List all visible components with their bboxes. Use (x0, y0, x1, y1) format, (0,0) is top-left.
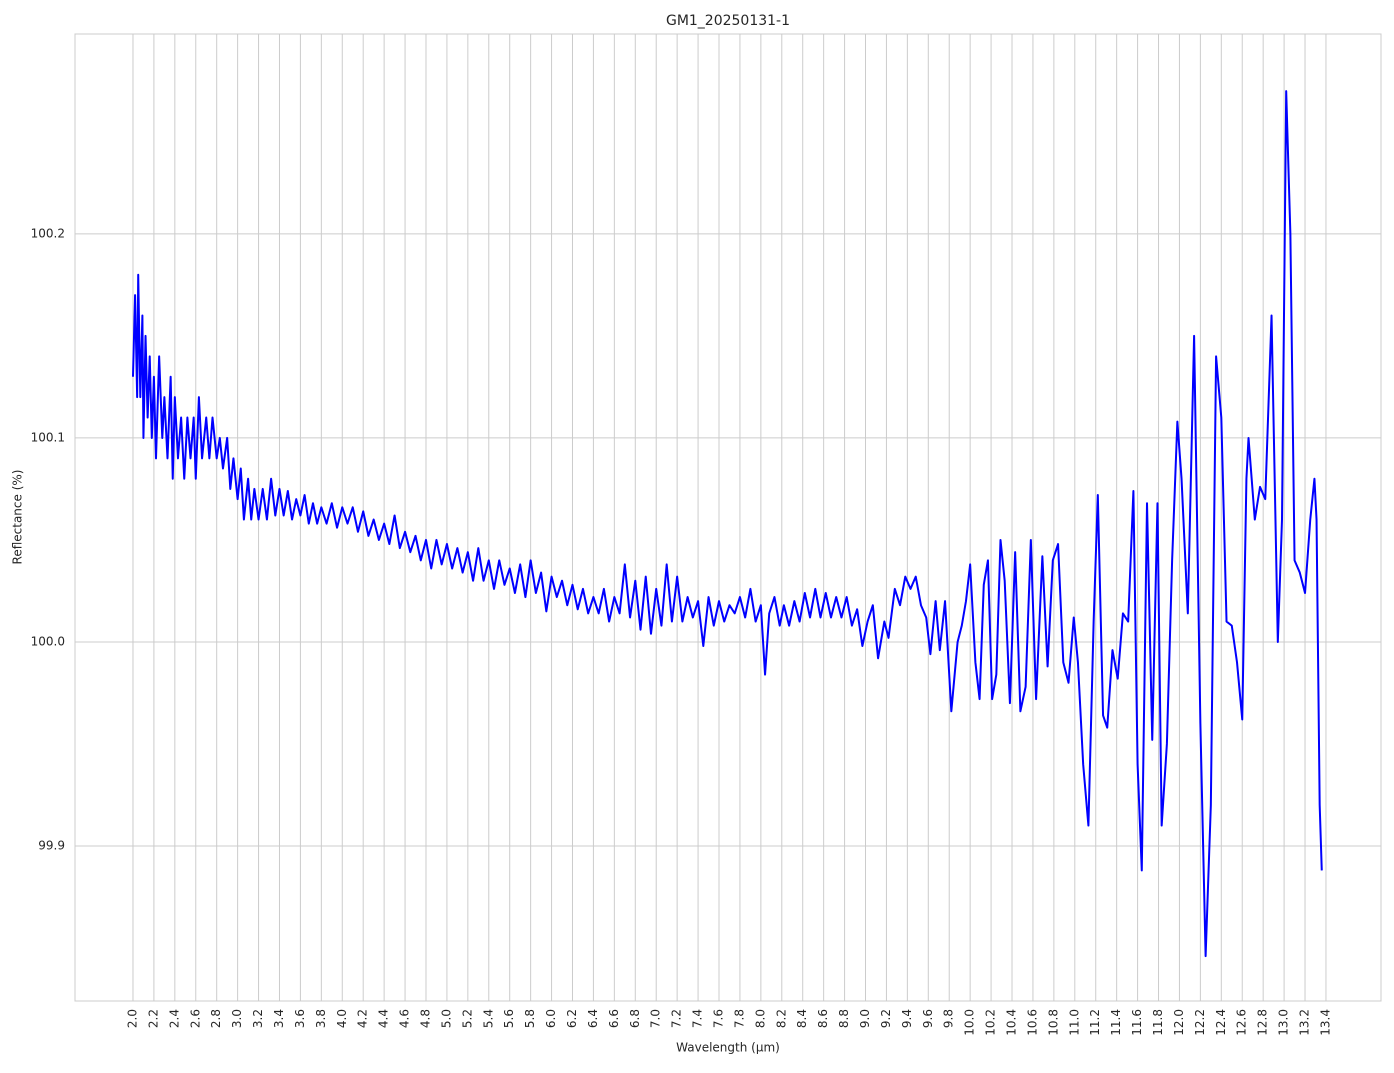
x-tick-label: 11.6 (1130, 1009, 1144, 1036)
x-tick-label: 3.2 (251, 1009, 265, 1028)
x-tick-label: 4.2 (356, 1009, 370, 1028)
y-axis-label: Reflectance (%) (11, 470, 25, 565)
plot-area (74, 33, 1382, 1002)
x-tick-label: 7.2 (670, 1009, 684, 1028)
x-tick-label: 9.4 (900, 1009, 914, 1028)
x-tick-label: 10.0 (963, 1009, 977, 1036)
x-tick-label: 8.8 (837, 1009, 851, 1028)
x-tick-label: 4.4 (377, 1009, 391, 1028)
x-tick-label: 2.4 (167, 1009, 181, 1028)
x-tick-label: 6.0 (544, 1009, 558, 1028)
x-tick-label: 3.8 (314, 1009, 328, 1028)
x-tick-label: 8.6 (816, 1009, 830, 1028)
x-tick-label: 5.4 (481, 1009, 495, 1028)
x-tick-label: 8.0 (753, 1009, 767, 1028)
x-tick-label: 2.8 (209, 1009, 223, 1028)
x-tick-label: 5.8 (523, 1009, 537, 1028)
y-tick-label: 100.2 (31, 226, 65, 240)
x-tick-label: 2.6 (188, 1009, 202, 1028)
x-tick-label: 5.2 (460, 1009, 474, 1028)
x-tick-label: 9.2 (879, 1009, 893, 1028)
x-tick-label: 12.2 (1193, 1009, 1207, 1036)
x-tick-label: 6.4 (586, 1009, 600, 1028)
x-tick-label: 11.4 (1109, 1009, 1123, 1036)
y-tick-label: 100.1 (31, 430, 65, 444)
x-tick-label: 11.2 (1088, 1009, 1102, 1036)
x-axis-label: Wavelength (µm) (676, 1041, 780, 1055)
x-tick-label: 4.0 (335, 1009, 349, 1028)
x-tick-label: 6.6 (607, 1009, 621, 1028)
data-line (131, 90, 1323, 958)
y-tick-label: 100.0 (31, 634, 65, 648)
x-tick-label: 13.0 (1277, 1009, 1291, 1036)
x-tick-label: 8.2 (774, 1009, 788, 1028)
x-tick-label: 10.2 (984, 1009, 998, 1036)
x-tick-label: 11.0 (1067, 1009, 1081, 1036)
x-tick-label: 12.4 (1214, 1009, 1228, 1036)
x-tick-label: 10.4 (1005, 1009, 1019, 1036)
x-tick-label: 3.6 (293, 1009, 307, 1028)
x-tick-label: 12.8 (1256, 1009, 1270, 1036)
x-tick-label: 6.2 (565, 1009, 579, 1028)
x-tick-label: 4.8 (418, 1009, 432, 1028)
x-tick-label: 12.6 (1235, 1009, 1249, 1036)
x-tick-label: 13.4 (1318, 1009, 1332, 1036)
x-tick-label: 7.0 (649, 1009, 663, 1028)
x-tick-label: 12.0 (1172, 1009, 1186, 1036)
x-tick-label: 5.6 (502, 1009, 516, 1028)
x-tick-label: 9.6 (921, 1009, 935, 1028)
x-tick-label: 7.8 (732, 1009, 746, 1028)
x-tick-label: 5.0 (439, 1009, 453, 1028)
x-tick-label: 11.8 (1151, 1009, 1165, 1036)
x-tick-label: 8.4 (795, 1009, 809, 1028)
x-tick-label: 9.0 (858, 1009, 872, 1028)
x-tick-label: 3.0 (230, 1009, 244, 1028)
x-tick-label: 2.2 (146, 1009, 160, 1028)
x-tick-label: 4.6 (398, 1009, 412, 1028)
x-tick-label: 10.8 (1046, 1009, 1060, 1036)
x-tick-label: 2.0 (125, 1009, 139, 1028)
x-tick-label: 3.4 (272, 1009, 286, 1028)
x-tick-label: 10.6 (1025, 1009, 1039, 1036)
x-tick-label: 7.6 (712, 1009, 726, 1028)
x-tick-label: 7.4 (691, 1009, 705, 1028)
x-tick-label: 13.2 (1298, 1009, 1312, 1036)
y-tick-label: 99.9 (38, 838, 65, 852)
x-tick-label: 9.8 (942, 1009, 956, 1028)
chart-title: GM1_20250131-1 (666, 13, 790, 29)
x-tick-label: 6.8 (628, 1009, 642, 1028)
